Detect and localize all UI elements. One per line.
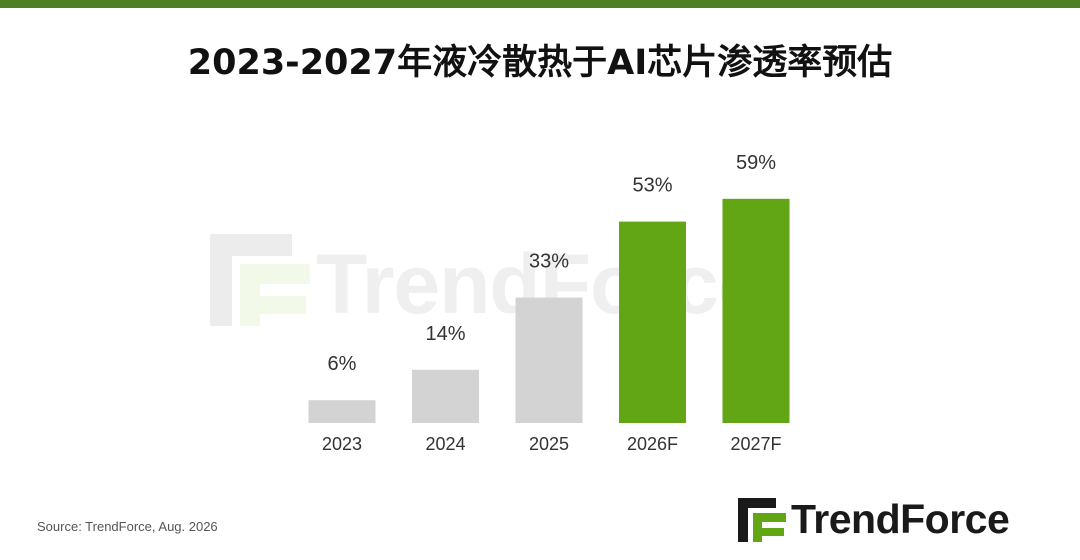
- x-tick-label-2026F: 2026F: [627, 434, 678, 454]
- data-label-2024: 14%: [425, 323, 465, 345]
- top-accent-bar: [0, 0, 1080, 8]
- data-label-2023: 6%: [328, 353, 357, 375]
- trendforce-logo: TrendForce: [736, 496, 1056, 546]
- source-note: Source: TrendForce, Aug. 2026: [37, 519, 218, 534]
- data-label-2026F: 53%: [632, 175, 672, 197]
- x-tick-label-2027F: 2027F: [730, 434, 781, 454]
- bar-2023: [308, 400, 376, 423]
- x-tick-label-2023: 2023: [322, 434, 362, 454]
- trendforce-logo-icon: [738, 498, 786, 542]
- bar-2025: [515, 297, 583, 423]
- bar-2026F: [619, 221, 686, 423]
- data-label-2027F: 59%: [736, 152, 776, 174]
- x-tick-label-2025: 2025: [529, 434, 569, 454]
- data-label-2025: 33%: [529, 251, 569, 273]
- bar-2024: [412, 369, 479, 423]
- bar-2027F: [722, 198, 790, 423]
- x-tick-label-2024: 2024: [425, 434, 465, 454]
- chart-title: 2023-2027年液冷散热于AI芯片渗透率预估: [187, 43, 893, 83]
- logo-text: TrendForce: [791, 496, 1010, 542]
